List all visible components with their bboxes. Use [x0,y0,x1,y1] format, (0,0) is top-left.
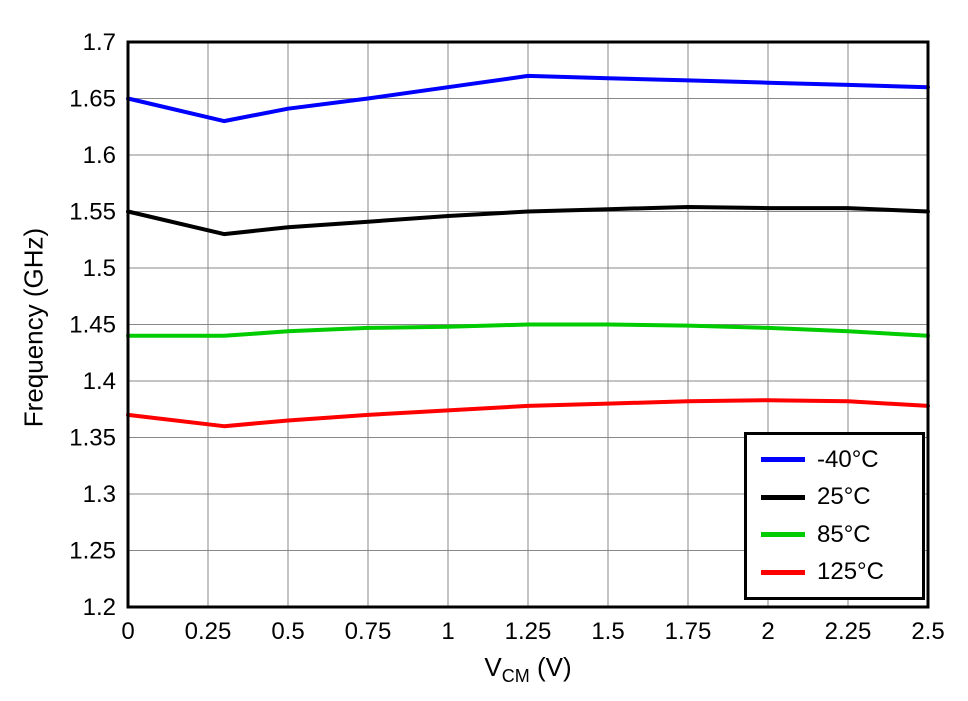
legend-item-label: 125°C [817,558,884,586]
legend-swatch-icon [761,569,805,575]
x-tick-label: 0.75 [345,618,392,645]
legend-swatch-icon [761,494,805,500]
y-tick-label: 1.5 [83,255,116,282]
y-tick-label: 1.2 [83,594,116,621]
x-tick-label: 2 [761,618,774,645]
y-tick-label: 1.35 [69,425,116,452]
x-tick-label: 0.5 [271,618,304,645]
x-axis-label-sub: CM [501,666,530,687]
x-tick-label: 2.25 [825,618,872,645]
legend-swatch-icon [761,532,805,538]
legend-item: -40°C [761,446,922,474]
x-tick-label: 1.75 [665,618,712,645]
x-axis-label: VCM (V) [378,652,678,687]
legend-item-label: -40°C [817,445,879,473]
series-line-2 [126,322,930,338]
series-line-3 [126,398,930,429]
y-tick-label: 1.25 [69,538,116,565]
x-tick-label: 1.5 [591,618,624,645]
y-axis-label: Frequency (GHz) [18,227,49,428]
x-tick-label: 2.5 [911,618,944,645]
y-tick-label: 1.45 [69,312,116,339]
x-tick-label: 1 [441,618,454,645]
legend-item-label: 85°C [817,520,871,548]
y-tick-label: 1.7 [83,29,116,56]
y-tick-label: 1.6 [83,142,116,169]
series-line-0 [126,73,930,124]
x-axis-label-unit: (V) [529,652,572,682]
x-axis-label-main: V [484,652,502,682]
legend-swatch-icon [761,457,805,463]
y-tick-label: 1.3 [83,481,116,508]
x-tick-label: 1.25 [505,618,552,645]
legend-item: 85°C [761,521,922,549]
legend-item: 25°C [761,483,922,511]
legend-item: 125°C [761,558,922,586]
legend-box: -40°C 25°C 85°C 125°C [744,432,925,600]
y-tick-label: 1.55 [69,199,116,226]
x-tick-label: 0 [121,618,134,645]
series-line-1 [126,205,930,237]
x-tick-label: 0.25 [185,618,232,645]
y-tick-label: 1.65 [69,86,116,113]
legend-item-label: 25°C [817,483,871,511]
plot-border [126,40,930,609]
y-tick-label: 1.4 [83,368,116,395]
